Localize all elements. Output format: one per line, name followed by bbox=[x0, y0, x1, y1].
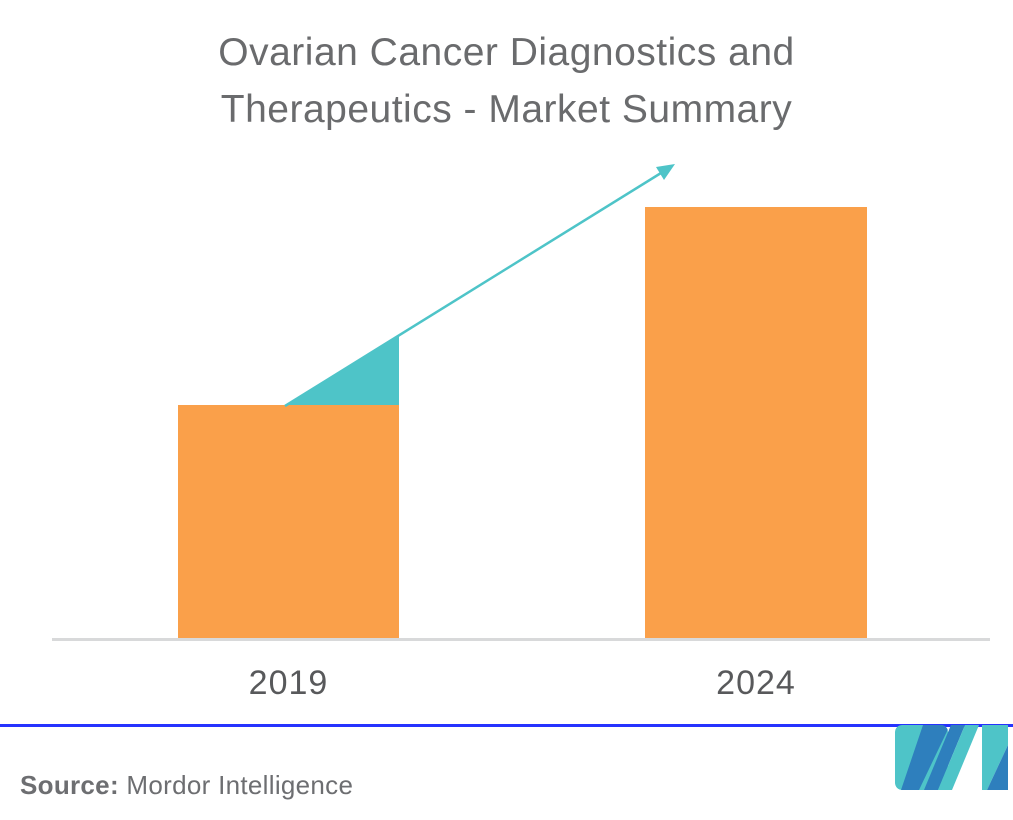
bar-2019 bbox=[178, 405, 399, 638]
x-tick-2019: 2019 bbox=[248, 664, 329, 702]
growth-wedge bbox=[285, 336, 399, 405]
chart-title-line2: Therapeutics - Market Summary bbox=[220, 88, 793, 131]
logo-right-blue-triangle bbox=[987, 745, 1008, 790]
source-name: Mordor Intelligence bbox=[118, 770, 354, 800]
mordor-intelligence-logo-icon bbox=[895, 725, 1008, 790]
growth-arrow-head bbox=[656, 164, 675, 180]
footer-divider-line bbox=[0, 724, 1013, 727]
chart-title-line1: Ovarian Cancer Diagnostics and bbox=[218, 31, 795, 74]
source-label: Source: bbox=[20, 770, 119, 800]
source-attribution: Source: Mordor Intelligence bbox=[20, 770, 353, 801]
logo-mid-blue-band bbox=[924, 725, 965, 790]
chart-title: Ovarian Cancer Diagnostics and Therapeut… bbox=[0, 24, 1013, 138]
logo-right-teal-shape bbox=[982, 725, 1008, 790]
logo-mid-teal-band bbox=[938, 725, 979, 790]
x-axis-line bbox=[52, 638, 990, 641]
growth-arrow-line bbox=[284, 171, 662, 408]
x-tick-2024: 2024 bbox=[716, 664, 796, 702]
bar-2024 bbox=[645, 207, 867, 638]
logo-left-blue-band bbox=[901, 725, 948, 790]
